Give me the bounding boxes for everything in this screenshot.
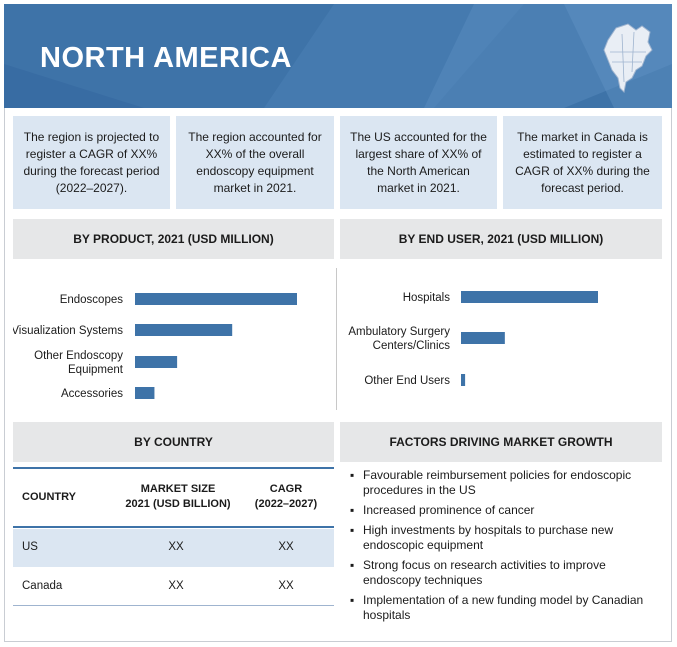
stat-us-share: The US accounted for the largest share o… — [340, 116, 497, 209]
header-banner: NORTH AMERICA — [4, 4, 672, 108]
page-title: NORTH AMERICA — [40, 42, 292, 74]
bar-label: Ambulatory Surgery — [348, 326, 450, 338]
factor-item: Favourable reimbursement policies for en… — [350, 468, 662, 498]
north-america-map-icon — [603, 23, 653, 94]
table-bottom-rule — [13, 605, 334, 606]
stat-region-cagr: The region is projected to register a CA… — [13, 116, 170, 209]
header-decoration — [4, 4, 672, 108]
bar — [135, 356, 178, 368]
factors-heading: FACTORS DRIVING MARKET GROWTH — [340, 422, 662, 462]
col-header-market-size-line2: 2021 (USD BILLION) — [125, 498, 231, 510]
by-country-heading: BY COUNTRY — [13, 422, 334, 462]
table-cell-market-size: XX — [168, 541, 184, 553]
factor-item: Implementation of a new funding model by… — [350, 593, 662, 623]
table-top-rule — [13, 467, 334, 469]
bar — [461, 332, 505, 344]
by-product-heading: BY PRODUCT, 2021 (USD MILLION) — [13, 219, 334, 259]
bar — [461, 374, 466, 386]
bar — [461, 291, 598, 303]
table-cell-cagr: XX — [278, 580, 294, 592]
bar-label: Accessories — [61, 388, 123, 400]
col-header-cagr-line1: CAGR — [269, 483, 303, 495]
factor-item: Strong focus on research activities to i… — [350, 558, 662, 588]
factor-item: High investments by hospitals to purchas… — [350, 523, 662, 553]
stat-canada-cagr: The market in Canada is estimated to reg… — [503, 116, 662, 209]
table-cell-market-size: XX — [168, 580, 184, 592]
by-end-user-heading: BY END USER, 2021 (USD MILLION) — [340, 219, 662, 259]
chart-divider — [336, 268, 337, 410]
table-row-us — [13, 529, 334, 567]
bar-label: Centers/Clinics — [373, 340, 451, 352]
col-header-cagr: CAGR (2022–2027) — [246, 482, 326, 512]
bar-label: Equipment — [68, 364, 124, 376]
table-cell-country: US — [22, 541, 38, 553]
col-header-country: COUNTRY — [22, 491, 76, 503]
col-header-market-size-line1: MARKET SIZE — [140, 483, 216, 495]
bar — [135, 324, 233, 336]
bar-label: Other End Users — [364, 375, 450, 387]
factors-list: Favourable reimbursement policies for en… — [350, 468, 662, 628]
bar-label: Endoscopes — [60, 294, 124, 306]
col-header-market-size: MARKET SIZE 2021 (USD BILLION) — [118, 482, 238, 512]
table-cell-cagr: XX — [278, 541, 294, 553]
by-product-chart: Endoscopes Visualization Systems Other End… — [13, 293, 297, 400]
by-end-user-chart: Hospitals Ambulatory Surgery Centers/Clini… — [348, 291, 598, 387]
factor-item: Increased prominence of cancer — [350, 503, 662, 518]
bar — [135, 293, 297, 305]
table-header-rule — [13, 526, 334, 528]
bar — [135, 387, 155, 399]
col-header-cagr-line2: (2022–2027) — [254, 498, 318, 510]
bar-label: Hospitals — [403, 292, 451, 304]
bar-label: Visualization Systems — [13, 325, 123, 337]
stat-region-share: The region accounted for XX% of the over… — [176, 116, 334, 209]
table-cell-country: Canada — [22, 580, 63, 592]
bar-label: Other Endoscopy — [34, 350, 123, 362]
